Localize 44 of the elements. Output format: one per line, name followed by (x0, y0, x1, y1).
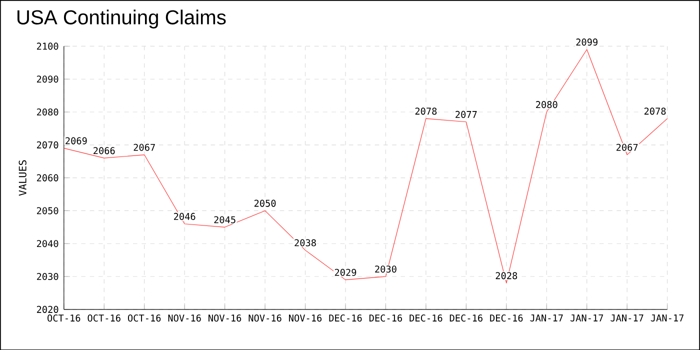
x-tick-label: DEC-16 (490, 314, 523, 322)
data-label: 2028 (496, 272, 518, 280)
data-label: 2067 (616, 144, 638, 151)
data-label: 2050 (254, 200, 276, 207)
x-tick-label: NOV-16 (168, 314, 201, 322)
y-tick-label: 2030 (36, 272, 58, 280)
data-label: 2078 (644, 107, 666, 115)
y-tick-label: 2040 (36, 240, 58, 247)
x-tick-label: NOV-16 (289, 314, 322, 322)
x-tick-label: DEC-16 (450, 314, 482, 322)
y-axis-title: VALUES (18, 160, 26, 196)
data-label: 2077 (456, 110, 477, 118)
y-tick-label: 2080 (36, 108, 58, 116)
data-label: 2045 (214, 216, 236, 224)
y-tick-label: 2060 (36, 174, 58, 182)
x-tick-label: OCT-16 (88, 314, 120, 322)
y-tick-label: 2100 (36, 42, 58, 50)
data-label: 2069 (66, 137, 87, 144)
x-tick-label: NOV-16 (248, 314, 282, 322)
x-tick-label: OCT-16 (128, 314, 161, 322)
data-label: 2067 (134, 144, 155, 151)
x-tick-label: DEC-16 (329, 314, 362, 322)
data-label: 2029 (334, 268, 356, 276)
y-tick-label: 2090 (36, 75, 58, 82)
data-label: 2066 (94, 146, 115, 154)
y-tick-label: 2050 (36, 206, 58, 214)
y-tick-label: 2070 (36, 141, 58, 148)
data-label: 2046 (174, 212, 196, 220)
data-label: 2099 (576, 38, 598, 46)
y-tick-label: 2020 (36, 306, 58, 313)
line-series (64, 49, 668, 284)
x-tick-label: JAN-17 (610, 314, 644, 322)
x-tick-label: OCT-16 (48, 314, 80, 322)
data-label: 2078 (415, 107, 437, 115)
data-label: 2080 (536, 100, 558, 108)
x-tick-label: JAN-17 (530, 314, 563, 322)
x-tick-label: JAN-17 (570, 314, 604, 322)
data-label: 2038 (294, 239, 316, 246)
x-tick-label: DEC-16 (369, 314, 402, 322)
chart-title: USA Continuing Claims (17, 9, 226, 28)
x-tick-label: NOV-16 (208, 314, 242, 322)
data-label: 2030 (375, 265, 396, 272)
x-tick-label: DEC-16 (410, 314, 442, 322)
x-tick-label: JAN-17 (650, 314, 684, 322)
